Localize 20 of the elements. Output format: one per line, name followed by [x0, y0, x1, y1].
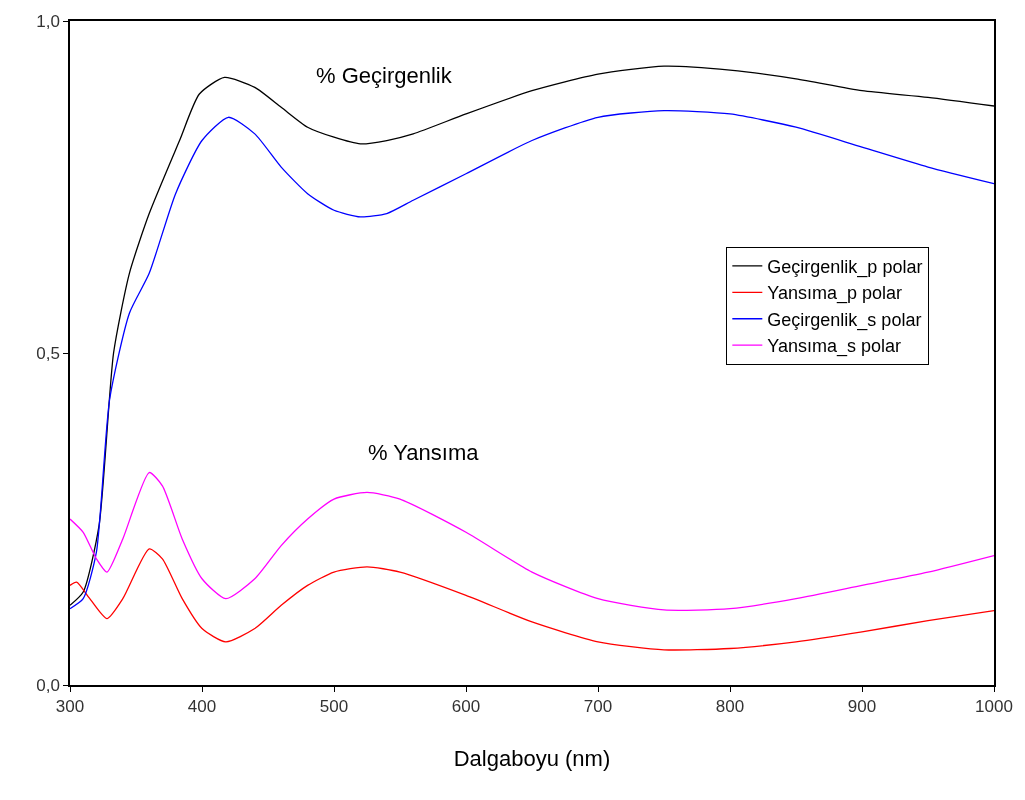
annotation: % Yansıma [368, 440, 480, 465]
y-tick-label: 0,0 [36, 675, 60, 695]
legend-label: Geçirgenlik_p polar [767, 256, 923, 278]
x-tick-label: 400 [187, 697, 217, 717]
x-tick-label: 300 [55, 697, 85, 717]
legend-label: Yansıma_p polar [767, 283, 903, 305]
x-tick-label: 1000 [975, 697, 1013, 717]
x-tick-label: 800 [715, 697, 745, 717]
x-tick-label: 600 [451, 697, 481, 717]
y-tick-label: 1,0 [36, 11, 60, 31]
y-tick-label: 0,5 [36, 343, 60, 363]
x-tick-label: 500 [319, 697, 349, 717]
x-tick-label: 900 [847, 697, 877, 717]
line-series [70, 548, 994, 651]
legend-label: Geçirgenlik_s polar [767, 309, 922, 331]
x-axis-title: Dalgaboyu (nm) [453, 745, 611, 771]
x-tick-label: 700 [583, 697, 613, 717]
line-series [70, 471, 994, 611]
legend-label: Yansıma_s polar [767, 336, 902, 358]
annotation: % Geçirgenlik [316, 63, 453, 88]
